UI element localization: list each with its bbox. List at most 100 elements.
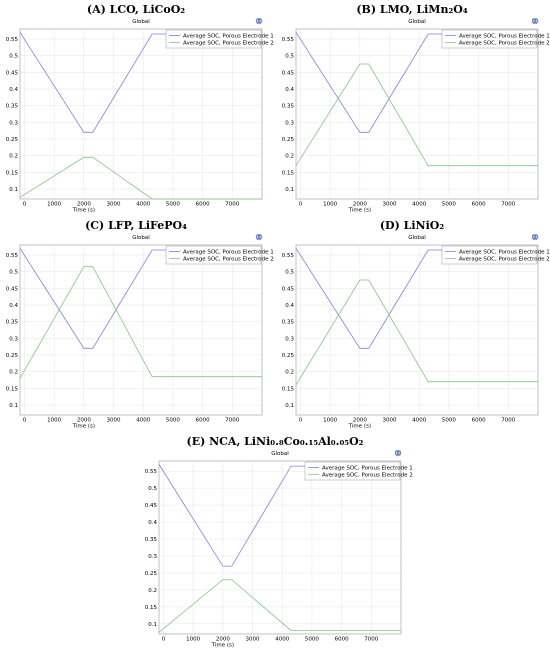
y-tick-label: 0.25 (6, 353, 19, 359)
series-line-electrode-2 (295, 63, 538, 167)
x-tick-label: 3000 (107, 418, 121, 424)
chart-subtitle: Global (132, 19, 150, 25)
y-tick-label: 0.35 (6, 320, 19, 326)
y-tick-label: 0.1 (285, 187, 294, 193)
y-tick-label: 0.15 (282, 386, 295, 392)
y-tick-label: 0.2 (9, 370, 18, 376)
y-tick-label: 0.3 (9, 120, 18, 126)
y-tick-label: 0.2 (285, 154, 294, 160)
x-tick-label: 3000 (383, 418, 397, 424)
y-tick-label: 0.55 (282, 37, 295, 43)
x-tick-label: 4000 (412, 202, 426, 208)
y-tick-label: 0.45 (145, 503, 158, 509)
y-tick-label: 0.25 (282, 137, 295, 143)
chart-title: (C) LFP, LiFePO₄ (85, 219, 187, 232)
chart-title: (A) LCO, LiCoO₂ (86, 3, 186, 16)
chart-subtitle: Global (408, 19, 426, 25)
legend-box (165, 29, 262, 49)
plot-area (295, 244, 539, 416)
series-line-electrode-2 (295, 279, 538, 386)
x-tick-label: 1000 (47, 202, 61, 208)
x-axis-label: Time (s) (348, 424, 371, 430)
x-tick-label: 3000 (107, 202, 121, 208)
x-tick-label: 4000 (412, 418, 426, 424)
globe-icon (394, 449, 402, 457)
x-tick-label: 1000 (47, 418, 61, 424)
legend-label: Average SOC, Porous Electrode 2 (459, 257, 550, 263)
y-tick-label: 0.25 (145, 571, 158, 577)
chart-plot-e: Global 0.1 0.15 0.2 0.25 0.3 0.35 0.4 0.45 0.5 0.5… (145, 449, 413, 649)
y-tick-label: 0.35 (145, 537, 158, 543)
x-axis-label: Time (s) (211, 643, 234, 649)
plot-area (295, 28, 539, 200)
x-tick-label: 2000 (216, 637, 230, 643)
x-tick-label: 4000 (275, 637, 289, 643)
legend-label: Average SOC, Porous Electrode 1 (322, 466, 413, 472)
x-axis-label: Time (s) (348, 208, 371, 214)
chart-plot-d: Global 0.1 0.15 0.2 0.25 0.3 0.35 0.4 0.45 0.5 0.5… (282, 233, 550, 430)
y-tick-label: 0.15 (6, 386, 19, 392)
x-tick-label: 7000 (501, 202, 515, 208)
legend-label: Average SOC, Porous Electrode 1 (459, 250, 550, 256)
plot-area (19, 28, 263, 200)
chart-panel-c: (C) LFP, LiFePO₄ Global 0.1 0.15 0.2 0.25 0.3… (0, 216, 274, 431)
y-tick-label: 0.35 (282, 320, 295, 326)
chart-panel-e: (E) NCA, LiNi₀.₈Co₀.₁₅Al₀.₀₅O₂ Global 0.1… (139, 432, 413, 652)
x-tick-label: 4000 (136, 202, 150, 208)
globe-icon (255, 17, 263, 25)
chart-title: (D) LiNiO₂ (379, 219, 445, 232)
x-tick-label: 7000 (364, 637, 378, 643)
legend-box (304, 461, 401, 481)
y-tick-label: 0.1 (9, 403, 18, 409)
y-tick-label: 0.45 (6, 286, 19, 292)
x-tick-label: 4000 (136, 418, 150, 424)
y-tick-label: 0.25 (6, 137, 19, 143)
x-tick-label: 6000 (196, 418, 210, 424)
x-tick-label: 7000 (225, 202, 239, 208)
series-line-electrode-2 (19, 156, 262, 200)
legend-label: Average SOC, Porous Electrode 2 (183, 257, 274, 263)
y-tick-label: 0.25 (282, 353, 295, 359)
x-tick-label: 0 (299, 418, 303, 424)
chart-panel-b: (B) LMO, LiMn₂O₄ Global 0.1 0.15 0.2 0.25 0.3… (276, 0, 550, 215)
y-tick-label: 0.45 (282, 70, 295, 76)
x-tick-label: 5000 (442, 418, 456, 424)
y-tick-label: 0.55 (145, 469, 158, 475)
y-tick-label: 0.3 (285, 336, 294, 342)
y-tick-label: 0.1 (285, 403, 294, 409)
x-tick-label: 1000 (323, 418, 337, 424)
y-tick-label: 0.15 (145, 605, 158, 611)
y-tick-label: 0.15 (282, 170, 295, 176)
y-tick-label: 0.5 (9, 54, 18, 60)
x-tick-label: 0 (23, 202, 27, 208)
legend-box (441, 245, 538, 265)
chart-title: (E) NCA, LiNi₀.₈Co₀.₁₅Al₀.₀₅O₂ (186, 435, 364, 448)
x-tick-label: 3000 (246, 637, 260, 643)
chart-subtitle: Global (271, 451, 289, 457)
x-tick-label: 3000 (383, 202, 397, 208)
y-tick-label: 0.1 (148, 622, 157, 628)
x-axis-label: Time (s) (72, 424, 95, 430)
y-tick-label: 0.15 (6, 170, 19, 176)
y-tick-label: 0.4 (9, 303, 18, 309)
y-tick-label: 0.45 (6, 70, 19, 76)
y-tick-label: 0.2 (9, 154, 18, 160)
x-tick-label: 6000 (335, 637, 349, 643)
chart-plot-b: Global 0.1 0.15 0.2 0.25 0.3 0.35 0.4 0.45 0.5 0.5… (282, 17, 550, 214)
legend-box (441, 29, 538, 49)
plot-area (158, 460, 402, 635)
globe-icon (531, 17, 539, 25)
legend-box (165, 245, 262, 265)
y-tick-label: 0.5 (285, 54, 294, 60)
globe-icon (255, 233, 263, 241)
plot-area (19, 244, 263, 416)
chart-title: (B) LMO, LiMn₂O₄ (356, 3, 468, 16)
y-tick-label: 0.35 (6, 104, 19, 110)
y-tick-label: 0.4 (148, 520, 157, 526)
x-tick-label: 5000 (166, 418, 180, 424)
x-tick-label: 5000 (305, 637, 319, 643)
chart-panel-d: (D) LiNiO₂ Global 0.1 0.15 0.2 0.25 0.3 0.35 0.… (276, 216, 550, 431)
y-tick-label: 0.4 (285, 303, 294, 309)
x-tick-label: 0 (162, 637, 166, 643)
chart-plot-c: Global 0.1 0.15 0.2 0.25 0.3 0.35 0.4 0.45 0.5 0.5… (6, 233, 274, 430)
